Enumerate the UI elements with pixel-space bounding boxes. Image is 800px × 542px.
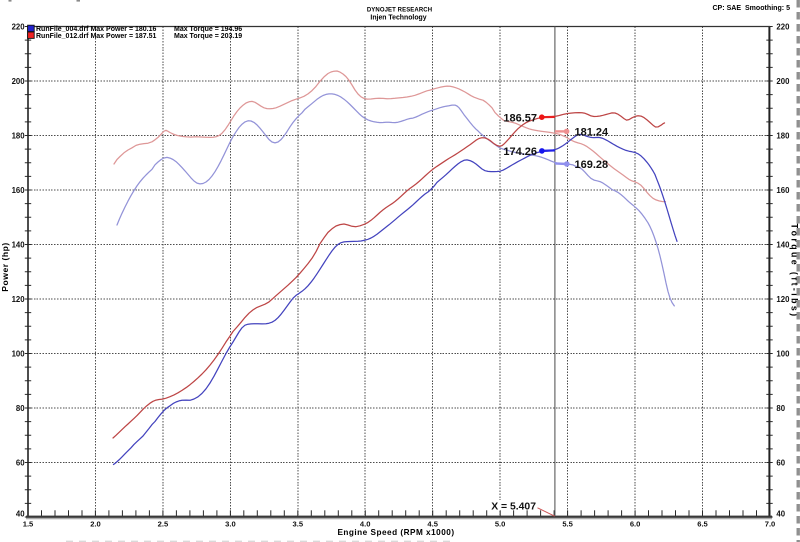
svg-text:160: 160 <box>776 186 790 195</box>
svg-text:6.5: 6.5 <box>697 519 708 528</box>
svg-text:3.5: 3.5 <box>293 519 304 528</box>
svg-text:60: 60 <box>776 458 785 467</box>
svg-text:60: 60 <box>16 458 25 467</box>
svg-text:80: 80 <box>776 404 785 413</box>
svg-text:Torque (ft-lbs): Torque (ft-lbs) <box>790 224 800 319</box>
svg-text:Max Torque = 203.19: Max Torque = 203.19 <box>174 33 242 40</box>
svg-text:Injen Technology: Injen Technology <box>370 15 426 22</box>
svg-text:40: 40 <box>16 509 25 518</box>
svg-text:186.57: 186.57 <box>503 112 537 124</box>
svg-text:181.24: 181.24 <box>575 126 610 138</box>
svg-text:2.0: 2.0 <box>90 519 101 528</box>
svg-text:220: 220 <box>12 22 26 31</box>
svg-text:120: 120 <box>12 295 26 304</box>
svg-text:5.5: 5.5 <box>562 519 573 528</box>
svg-text:200: 200 <box>776 77 790 86</box>
svg-text:2.5: 2.5 <box>158 519 169 528</box>
svg-text:200: 200 <box>12 77 26 86</box>
svg-text:140: 140 <box>12 240 26 249</box>
svg-text:Max Torque = 194.96: Max Torque = 194.96 <box>174 26 242 33</box>
svg-text:40: 40 <box>776 509 785 518</box>
svg-text:DYNOJET RESEARCH: DYNOJET RESEARCH <box>367 8 432 14</box>
svg-text:RunFile_012.drf Max Power = 18: RunFile_012.drf Max Power = 187.51 <box>36 33 157 40</box>
svg-text:120: 120 <box>776 295 790 304</box>
svg-text:Power (hp): Power (hp) <box>0 242 10 291</box>
svg-text:160: 160 <box>12 186 26 195</box>
svg-text:80: 80 <box>16 404 25 413</box>
svg-text:4.5: 4.5 <box>427 519 438 528</box>
svg-text:6.0: 6.0 <box>630 519 641 528</box>
svg-text:1.5: 1.5 <box>23 519 34 528</box>
svg-text:169.28: 169.28 <box>575 159 609 171</box>
svg-text:180: 180 <box>776 131 790 140</box>
svg-text:7.0: 7.0 <box>765 519 776 528</box>
svg-text:RunFile_004.drf Max Power = 18: RunFile_004.drf Max Power = 180.16 <box>36 26 157 33</box>
svg-text:Engine Speed (RPM x1000): Engine Speed (RPM x1000) <box>337 528 454 537</box>
svg-text:5.0: 5.0 <box>495 519 506 528</box>
svg-text:180: 180 <box>12 131 26 140</box>
svg-text:X = 5.407: X = 5.407 <box>491 502 536 513</box>
svg-text:100: 100 <box>776 349 790 358</box>
svg-text:CP: SAE Smoothing: 5: CP: SAE Smoothing: 5 <box>712 5 790 12</box>
svg-text:220: 220 <box>776 22 790 31</box>
svg-text:174.26: 174.26 <box>503 146 537 158</box>
svg-text:4.0: 4.0 <box>360 519 371 528</box>
svg-text:100: 100 <box>12 349 26 358</box>
svg-text:140: 140 <box>776 240 790 249</box>
svg-text:3.0: 3.0 <box>225 519 236 528</box>
